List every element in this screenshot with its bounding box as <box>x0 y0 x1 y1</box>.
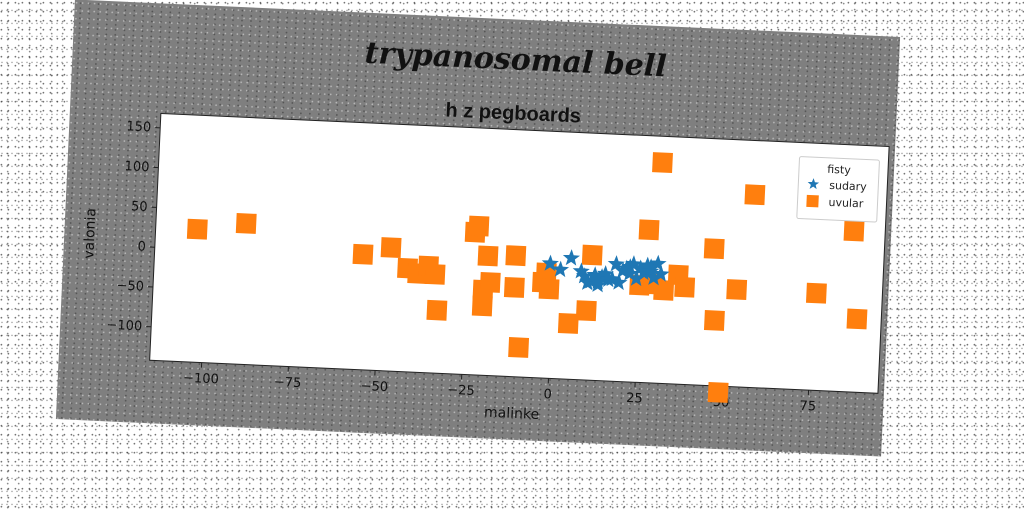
uvular-point <box>674 276 696 298</box>
sudary-point <box>635 263 653 281</box>
uvular-point <box>652 152 673 174</box>
uvular-point <box>707 381 729 403</box>
uvular-point <box>508 337 530 358</box>
uvular-point <box>479 271 501 293</box>
x-tick-label: 75 <box>799 399 816 415</box>
y-tick-label: −100 <box>106 318 142 335</box>
chart-title: h z pegboards <box>445 99 581 127</box>
sudary-point <box>572 262 590 279</box>
legend: fisty sudary uvular <box>796 156 880 223</box>
x-tick-label: −75 <box>274 375 302 391</box>
y-tick-label: −50 <box>116 278 144 294</box>
legend-title: fisty <box>827 163 852 177</box>
scatter-chart: trypanosomal bell h z pegboards −100 −75 −… <box>81 36 890 423</box>
uvular-point <box>703 238 725 260</box>
x-tick-label: −50 <box>360 379 388 395</box>
uvular-point <box>575 300 597 322</box>
uvular-point <box>538 278 560 300</box>
uvular-point <box>846 308 868 330</box>
uvular-point <box>703 310 725 331</box>
uvular-point <box>843 220 865 242</box>
uvular-point <box>426 299 448 321</box>
uvular-point <box>805 282 827 304</box>
sudary-point <box>575 267 594 284</box>
y-tick-label: 150 <box>126 119 151 135</box>
uvular-point <box>471 295 493 317</box>
sudary-point <box>551 260 570 278</box>
sudary-point <box>603 270 621 287</box>
y-axis-label: valonia <box>81 208 99 259</box>
uvular-point <box>468 215 490 237</box>
legend-marker-sudary <box>807 178 820 190</box>
uvular-point <box>380 237 402 259</box>
uvular-point <box>352 243 374 265</box>
x-tick-label: −100 <box>183 371 219 388</box>
sudary-point <box>562 249 580 266</box>
y-tick-label: 100 <box>124 159 149 175</box>
x-tick-label: 25 <box>626 391 643 407</box>
uvular-point <box>235 213 257 234</box>
sudary-point <box>652 265 670 282</box>
legend-marker-uvular <box>806 194 819 208</box>
x-tick-label: 0 <box>543 387 552 402</box>
uvular-point <box>424 263 446 285</box>
chart-figure: trypanosomal bell h z pegboards −100 −75 −… <box>55 0 901 457</box>
uvular-point <box>477 245 499 267</box>
y-tick-label: 0 <box>137 239 146 254</box>
legend-label-sudary: sudary <box>829 179 867 194</box>
legend-label-uvular: uvular <box>828 196 864 211</box>
uvular-point <box>503 277 525 298</box>
uvular-point <box>186 218 208 240</box>
uvular-point <box>581 244 603 266</box>
chart-suptitle: trypanosomal bell <box>364 36 667 85</box>
sudary-point <box>642 258 660 275</box>
sudary-point <box>607 255 625 272</box>
uvular-point <box>744 184 766 206</box>
uvular-point <box>726 279 748 301</box>
x-tick-label: −25 <box>447 383 475 399</box>
y-tick-label: 50 <box>131 199 148 215</box>
sudary-point <box>541 254 559 272</box>
sudary-point <box>627 269 646 287</box>
x-axis-label: malinke <box>484 404 540 422</box>
uvular-point <box>557 312 579 334</box>
uvular-point <box>638 219 660 241</box>
sudary-point <box>610 273 628 291</box>
sudary-point <box>589 272 607 290</box>
uvular-point <box>505 245 527 267</box>
sudary-point <box>621 264 639 282</box>
sudary-point <box>645 268 663 286</box>
